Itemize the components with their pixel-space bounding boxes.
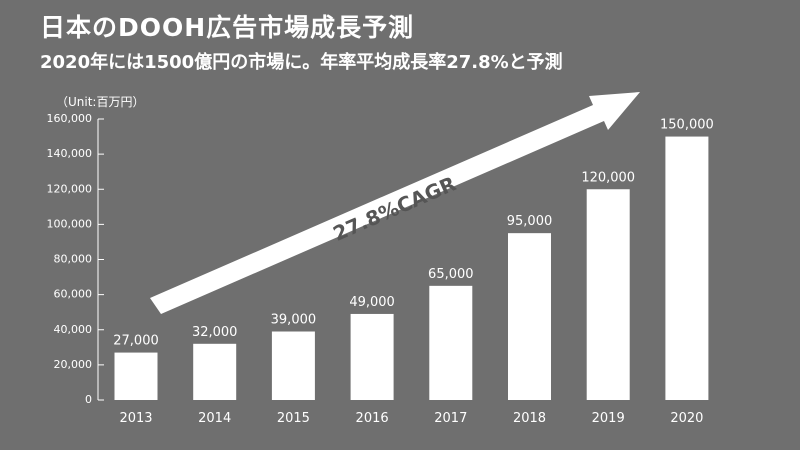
- bar-2014: [193, 343, 237, 400]
- x-tick-label: 2014: [198, 411, 231, 426]
- y-axis: 0 20,000 40,000 60,000 80,000 100,000 120,000 1…: [47, 112, 104, 406]
- unit-label: （Unit:百万円）: [56, 95, 145, 109]
- y-tick-label: 0: [85, 393, 92, 406]
- x-tick-label: 2015: [277, 411, 310, 426]
- bar-2015: [271, 331, 315, 400]
- bar-value-label: 150,000: [660, 118, 714, 133]
- y-tick-label: 120,000: [47, 182, 93, 195]
- bar-value-label: 32,000: [192, 325, 238, 340]
- bar-2019: [586, 189, 630, 400]
- cagr-arrow: 27.8%CAGR: [150, 92, 640, 314]
- y-tick-label: 160,000: [47, 112, 93, 125]
- bar-value-label: 120,000: [581, 170, 635, 185]
- y-tick-label: 40,000: [54, 323, 93, 336]
- bar-value-label: 49,000: [349, 295, 395, 310]
- x-tick-label: 2017: [434, 411, 467, 426]
- bar-value-label: 39,000: [271, 313, 317, 328]
- bar-value-label: 95,000: [507, 214, 553, 229]
- bar-value-label: 65,000: [428, 267, 474, 282]
- x-tick-label: 2019: [592, 411, 625, 426]
- x-tick-label: 2018: [513, 411, 546, 426]
- y-tick-label: 100,000: [47, 217, 93, 230]
- bars-group: 27,000 2013 32,000 2014 39,000 2015 49,000 2016…: [113, 118, 714, 426]
- bar-2016: [350, 313, 394, 400]
- x-tick-label: 2020: [670, 411, 703, 426]
- x-tick-label: 2013: [119, 411, 152, 426]
- cagr-annotation-label: 27.8%CAGR: [329, 171, 459, 245]
- y-tick-label: 140,000: [47, 147, 93, 160]
- y-tick-label: 20,000: [54, 358, 93, 371]
- chart-subtitle: 2020年には1500億円の市場に。年率平均成長率27.8%と予測: [40, 52, 563, 73]
- chart-title: 日本のDOOH広告市場成長予測: [40, 13, 415, 42]
- bar-2013: [114, 352, 158, 400]
- x-tick-label: 2016: [356, 411, 389, 426]
- bar-2020: [665, 136, 709, 400]
- bar-value-label: 27,000: [113, 334, 159, 349]
- y-tick-label: 80,000: [54, 253, 93, 266]
- cagr-arrow-shape: [150, 92, 640, 314]
- bar-2017: [429, 285, 473, 400]
- bar-2018: [508, 233, 551, 400]
- y-tick-label: 60,000: [54, 288, 93, 301]
